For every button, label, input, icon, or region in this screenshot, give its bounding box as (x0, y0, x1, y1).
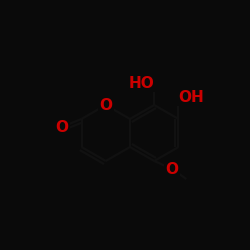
Text: HO: HO (128, 76, 154, 90)
Text: OH: OH (178, 90, 204, 104)
Text: O: O (166, 162, 179, 176)
Text: O: O (55, 120, 68, 134)
Text: O: O (99, 98, 112, 112)
